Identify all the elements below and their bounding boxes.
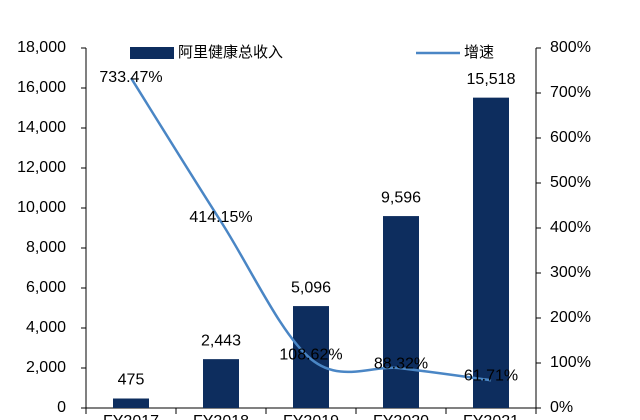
y-tick-label: 12,000 bbox=[17, 159, 66, 176]
y-tick-label: 14,000 bbox=[17, 119, 66, 136]
x-tick-label: FY2017 bbox=[103, 413, 159, 420]
bar bbox=[293, 306, 329, 408]
line-value-label: 414.15% bbox=[189, 209, 252, 226]
y-tick-label: 16,000 bbox=[17, 79, 66, 96]
y2-tick-label: 100% bbox=[550, 354, 591, 371]
y-tick-label: 4,000 bbox=[26, 319, 66, 336]
bar bbox=[473, 97, 509, 408]
y2-tick-label: 300% bbox=[550, 264, 591, 281]
x-tick-label: FY2020 bbox=[373, 413, 429, 420]
y-tick-label: 0 bbox=[57, 399, 66, 416]
y-tick-label: 18,000 bbox=[17, 39, 66, 56]
y2-tick-label: 0% bbox=[550, 399, 573, 416]
y2-tick-label: 200% bbox=[550, 309, 591, 326]
y2-tick-label: 800% bbox=[550, 39, 591, 56]
bar-value-label: 5,096 bbox=[291, 279, 331, 296]
x-tick-label: FY2018 bbox=[193, 413, 249, 420]
line-value-label: 61.71% bbox=[464, 367, 518, 384]
y-tick-label: 2,000 bbox=[26, 359, 66, 376]
x-tick-label: FY2019 bbox=[283, 413, 339, 420]
legend-label: 阿里健康总收入 bbox=[178, 44, 283, 61]
y2-tick-label: 600% bbox=[550, 129, 591, 146]
line-value-label: 108.62% bbox=[279, 346, 342, 363]
y-tick-label: 8,000 bbox=[26, 239, 66, 256]
bar-value-label: 15,518 bbox=[467, 71, 516, 88]
y-tick-label: 10,000 bbox=[17, 199, 66, 216]
line bbox=[129, 77, 492, 382]
bar bbox=[113, 398, 149, 408]
y2-tick-label: 400% bbox=[550, 219, 591, 236]
bar-value-label: 2,443 bbox=[201, 332, 241, 349]
line-value-label: 88.32% bbox=[374, 355, 428, 372]
bar-value-label: 9,596 bbox=[381, 189, 421, 206]
bar-value-label: 475 bbox=[118, 372, 145, 389]
bar bbox=[203, 359, 239, 408]
x-tick-label: FY2021 bbox=[463, 413, 519, 420]
y2-tick-label: 700% bbox=[550, 84, 591, 101]
y-tick-label: 6,000 bbox=[26, 279, 66, 296]
legend-swatch bbox=[130, 47, 174, 59]
legend-label: 增速 bbox=[464, 44, 494, 61]
y2-tick-label: 500% bbox=[550, 174, 591, 191]
line-value-label: 733.47% bbox=[99, 69, 162, 86]
bar bbox=[383, 216, 419, 408]
